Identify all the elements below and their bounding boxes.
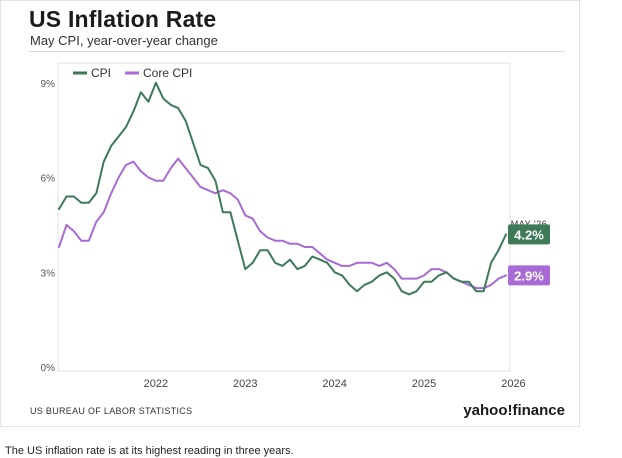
series-line-core-cpi — [58, 157, 507, 290]
y-axis: 0% 3% 6% 9% — [41, 79, 56, 374]
annotation-date-label: MAY '26 — [511, 219, 547, 229]
value-badge-core-cpi — [508, 265, 550, 286]
value-badge-label: 4.2% — [514, 227, 544, 242]
chart-subtitle: May CPI, year-over-year change — [30, 33, 218, 48]
legend-label-core-cpi: Core CPI — [143, 66, 192, 80]
x-tick-label: 2023 — [233, 378, 257, 390]
series-lines — [58, 81, 507, 296]
y-tick-label: 0% — [41, 363, 56, 374]
x-tick-label: 2026 — [501, 378, 525, 390]
title-divider — [29, 51, 565, 52]
legend: CPI Core CPI — [73, 66, 192, 80]
chart-card: US Inflation Rate May CPI, year-over-yea… — [0, 0, 580, 427]
chart-title: US Inflation Rate — [29, 6, 217, 32]
latest-value-annotation: MAY '264.2% 2.9% — [508, 219, 550, 286]
value-badge-cpi — [508, 224, 550, 245]
x-tick-label: 2025 — [412, 378, 436, 390]
image-caption: The US inflation rate is at its highest … — [5, 445, 294, 457]
plot-frame — [57, 62, 511, 372]
brand-logo: yahoo!finance — [463, 402, 565, 419]
value-badge-label: 2.9% — [514, 268, 544, 283]
x-tick-label: 2024 — [322, 378, 346, 390]
series-line-cpi — [58, 81, 507, 296]
y-tick-label: 9% — [41, 79, 56, 90]
x-tick-label: 2022 — [144, 378, 168, 390]
line-chart: 0% 3% 6% 9% 2022 2023 2024 2025 2026 CPI Core CP… — [41, 62, 550, 390]
y-tick-label: 3% — [41, 268, 56, 279]
source-note: US BUREAU OF LABOR STATISTICS — [30, 406, 193, 416]
y-tick-label: 6% — [41, 174, 56, 185]
x-axis: 2022 2023 2024 2025 2026 — [144, 378, 526, 390]
legend-label-cpi: CPI — [91, 66, 111, 80]
